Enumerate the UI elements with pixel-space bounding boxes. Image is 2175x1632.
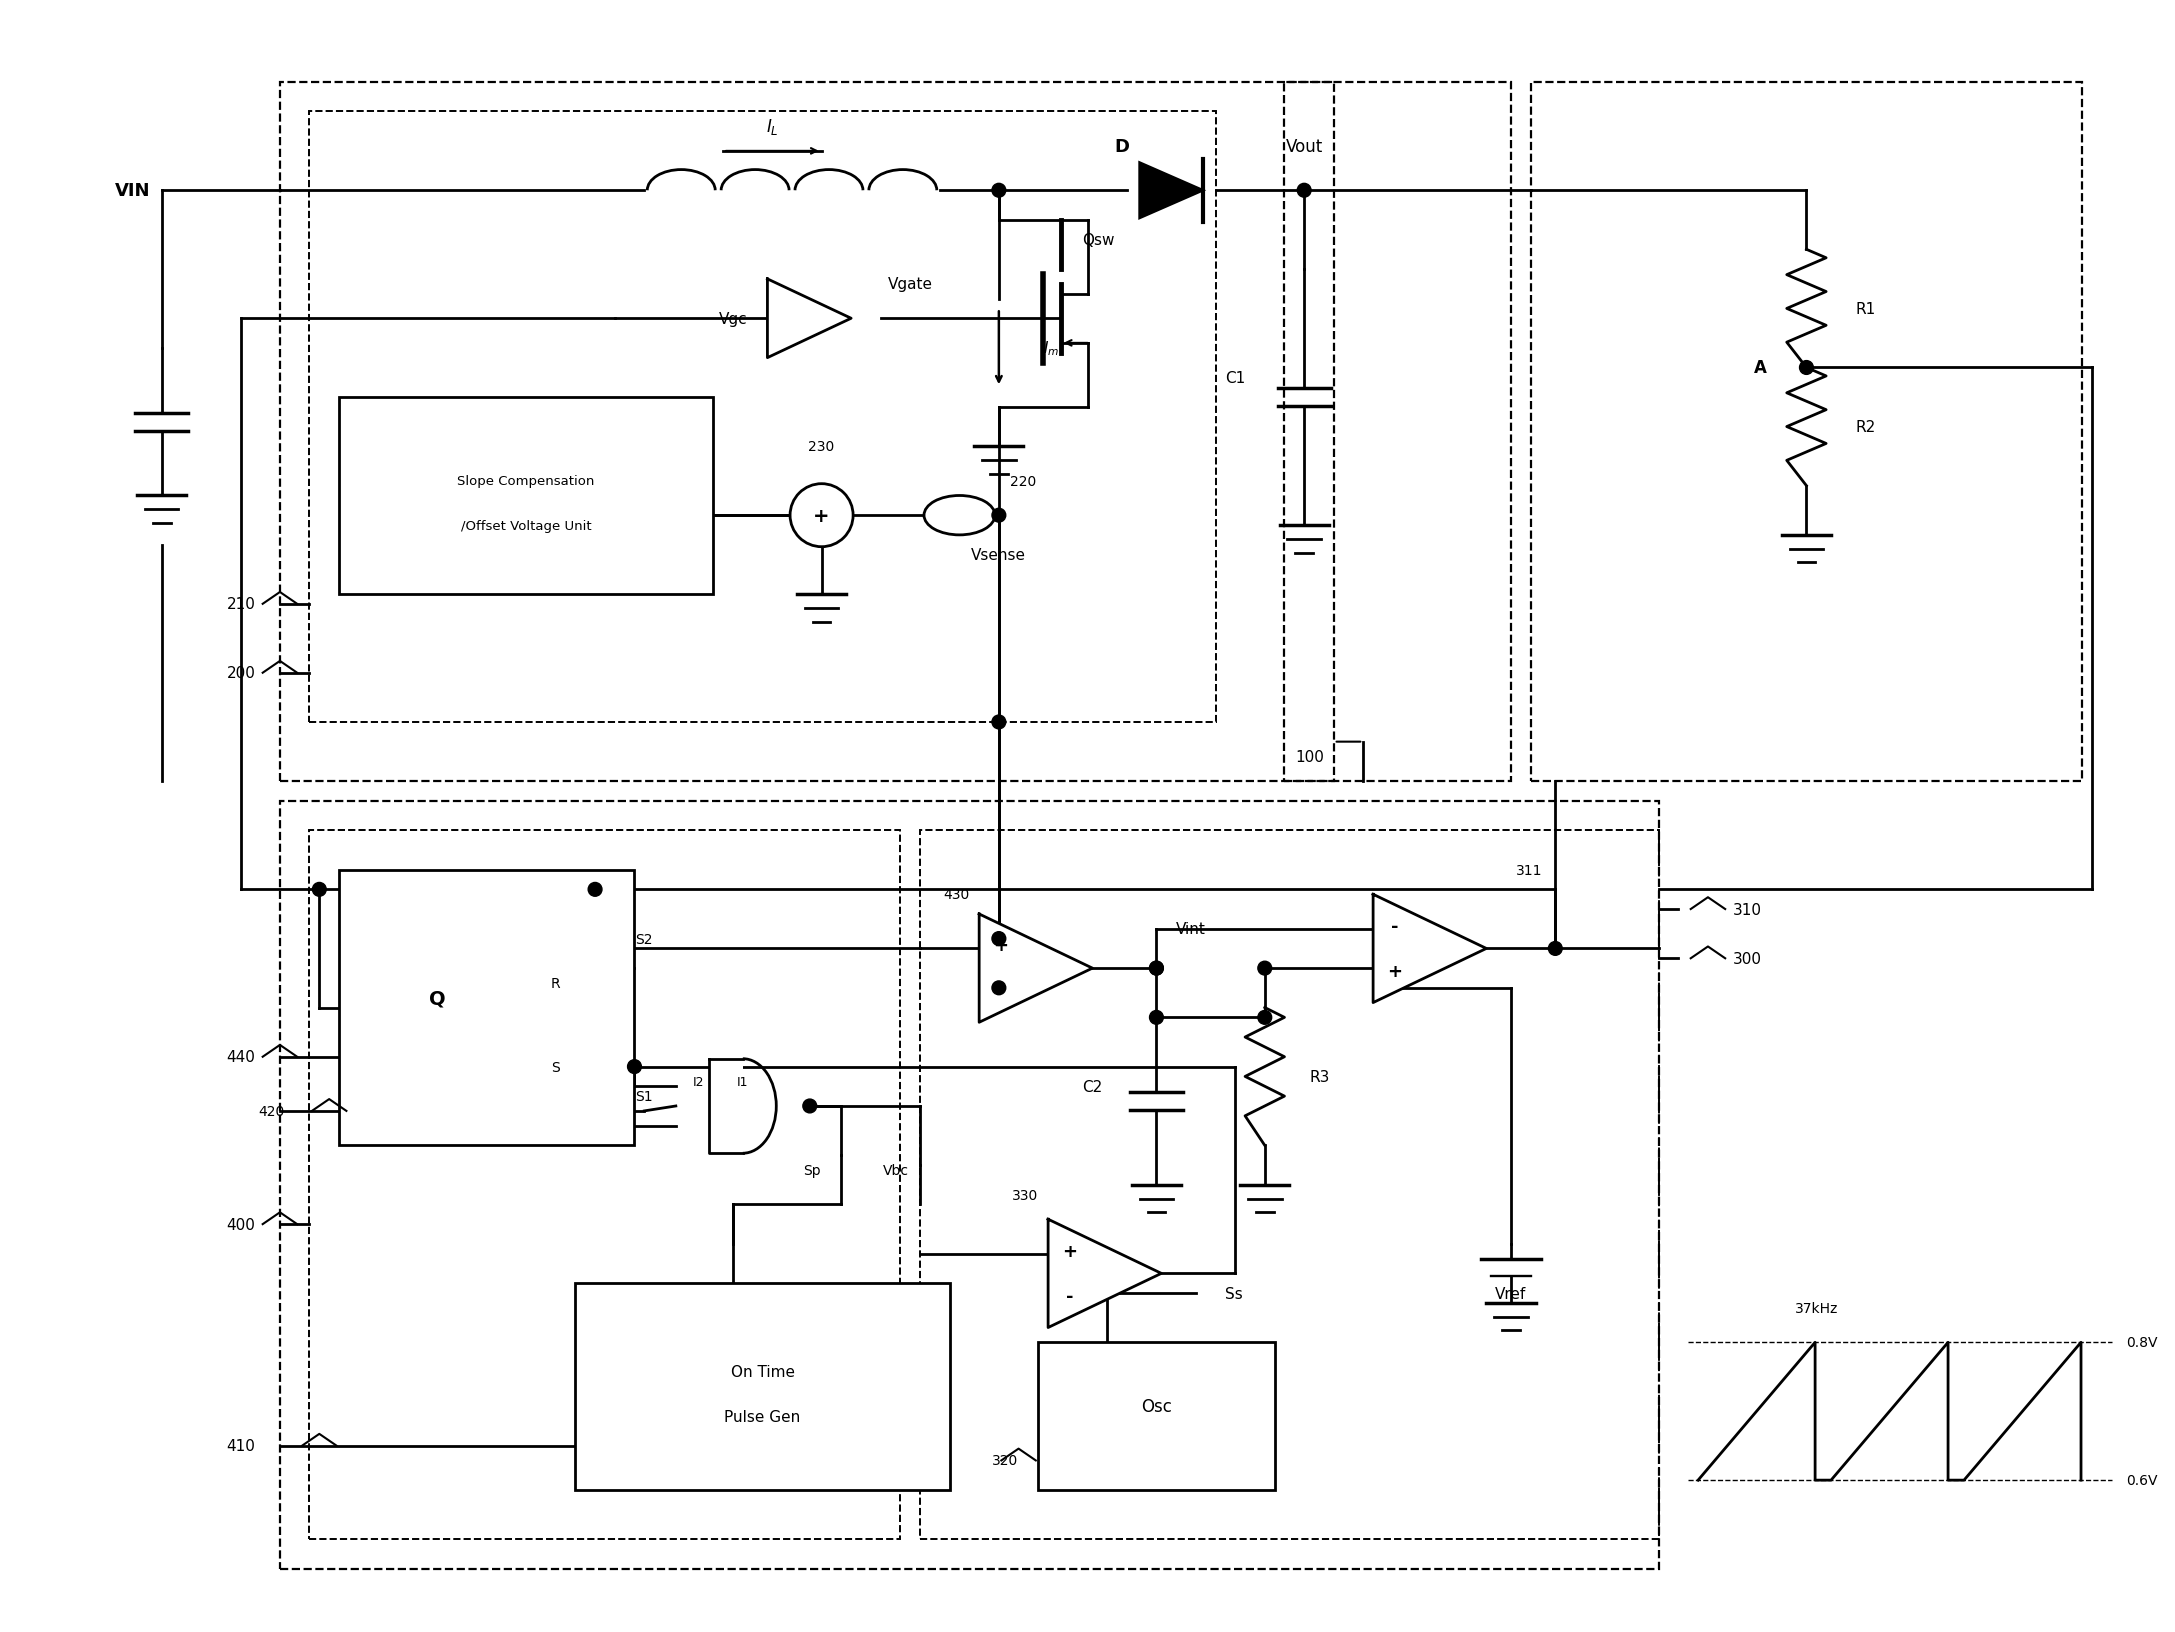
Text: R1: R1 xyxy=(1855,302,1875,317)
Text: Vout: Vout xyxy=(1285,137,1322,155)
Text: 210: 210 xyxy=(226,597,254,612)
Circle shape xyxy=(790,485,853,547)
Bar xyxy=(309,831,900,1539)
Text: 0.8V: 0.8V xyxy=(2127,1335,2158,1350)
Circle shape xyxy=(1799,361,1814,375)
Text: 311: 311 xyxy=(1516,863,1542,876)
Text: Q: Q xyxy=(428,989,446,1007)
Text: /Offset Voltage Unit: /Offset Voltage Unit xyxy=(461,519,592,532)
Text: 400: 400 xyxy=(226,1217,254,1232)
Text: 320: 320 xyxy=(992,1454,1018,1467)
Text: R: R xyxy=(550,976,561,991)
Text: R3: R3 xyxy=(1309,1069,1329,1084)
Text: R2: R2 xyxy=(1855,419,1875,434)
Circle shape xyxy=(1151,1010,1164,1025)
Text: 420: 420 xyxy=(259,1105,285,1118)
Bar xyxy=(339,398,713,594)
Text: 440: 440 xyxy=(226,1049,254,1064)
Polygon shape xyxy=(768,279,850,359)
Polygon shape xyxy=(1140,163,1203,219)
Text: -: - xyxy=(996,982,1005,1000)
Text: Ss: Ss xyxy=(1225,1286,1244,1301)
Text: 0.6V: 0.6V xyxy=(2127,1474,2158,1487)
Text: Osc: Osc xyxy=(1142,1397,1172,1415)
Polygon shape xyxy=(1372,894,1486,1004)
Bar xyxy=(576,1283,950,1490)
Text: On Time: On Time xyxy=(731,1364,794,1379)
Bar xyxy=(1285,83,1512,782)
Circle shape xyxy=(1549,942,1562,956)
Circle shape xyxy=(1296,184,1312,197)
Text: D: D xyxy=(1114,137,1129,155)
Circle shape xyxy=(587,883,602,896)
Circle shape xyxy=(1151,961,1164,976)
Text: A: A xyxy=(1755,359,1766,377)
Text: S: S xyxy=(550,1059,559,1074)
Bar xyxy=(1037,1343,1275,1490)
Text: +: + xyxy=(813,506,831,526)
Circle shape xyxy=(992,184,1005,197)
Polygon shape xyxy=(1048,1219,1161,1328)
Text: VIN: VIN xyxy=(115,183,150,201)
Text: Vgate: Vgate xyxy=(887,277,933,292)
Text: 300: 300 xyxy=(1733,951,1762,966)
Circle shape xyxy=(992,509,1005,522)
Text: Sp: Sp xyxy=(803,1164,820,1177)
Text: Vint: Vint xyxy=(1177,922,1205,937)
Text: 230: 230 xyxy=(809,441,835,454)
Text: Pulse Gen: Pulse Gen xyxy=(724,1408,800,1423)
Text: 100: 100 xyxy=(1294,749,1325,764)
Text: -: - xyxy=(1392,917,1399,935)
Ellipse shape xyxy=(924,496,994,535)
Text: C2: C2 xyxy=(1081,1079,1103,1093)
Text: 330: 330 xyxy=(1011,1188,1037,1201)
Text: 310: 310 xyxy=(1733,902,1762,917)
Text: Qsw: Qsw xyxy=(1083,233,1116,248)
Text: Vref: Vref xyxy=(1496,1286,1527,1301)
Polygon shape xyxy=(979,914,1092,1023)
Circle shape xyxy=(1151,961,1164,976)
Bar xyxy=(281,801,1660,1568)
Text: Vbc: Vbc xyxy=(883,1164,909,1177)
Text: Vsense: Vsense xyxy=(972,548,1027,563)
Circle shape xyxy=(1257,1010,1272,1025)
Bar xyxy=(281,83,1333,782)
Text: I1: I1 xyxy=(737,1075,748,1089)
Text: -: - xyxy=(1066,1288,1074,1306)
Text: +: + xyxy=(1061,1242,1077,1260)
Text: 200: 200 xyxy=(226,666,254,681)
Text: +: + xyxy=(994,937,1009,955)
Text: Vgc: Vgc xyxy=(720,312,748,326)
Text: $I_m$: $I_m$ xyxy=(1044,339,1059,357)
Text: S1: S1 xyxy=(635,1090,652,1103)
Text: 37kHz: 37kHz xyxy=(1794,1301,1838,1315)
Circle shape xyxy=(629,1061,642,1074)
Text: 410: 410 xyxy=(226,1438,254,1452)
Circle shape xyxy=(992,981,1005,996)
Text: 430: 430 xyxy=(944,888,970,902)
Circle shape xyxy=(803,1100,816,1113)
Circle shape xyxy=(992,932,1005,947)
Text: I2: I2 xyxy=(692,1075,705,1089)
Text: C1: C1 xyxy=(1225,370,1244,385)
Bar xyxy=(309,113,1216,723)
Bar xyxy=(920,831,1660,1539)
Bar xyxy=(339,870,635,1146)
Circle shape xyxy=(1257,961,1272,976)
Circle shape xyxy=(992,715,1005,730)
Text: Slope Compensation: Slope Compensation xyxy=(457,475,594,488)
Text: $I_L$: $I_L$ xyxy=(766,118,779,137)
Bar xyxy=(1531,83,2081,782)
Polygon shape xyxy=(709,1059,744,1154)
Text: 220: 220 xyxy=(1011,475,1037,488)
Text: S2: S2 xyxy=(635,932,652,947)
Text: +: + xyxy=(1388,963,1403,981)
Circle shape xyxy=(313,883,326,896)
